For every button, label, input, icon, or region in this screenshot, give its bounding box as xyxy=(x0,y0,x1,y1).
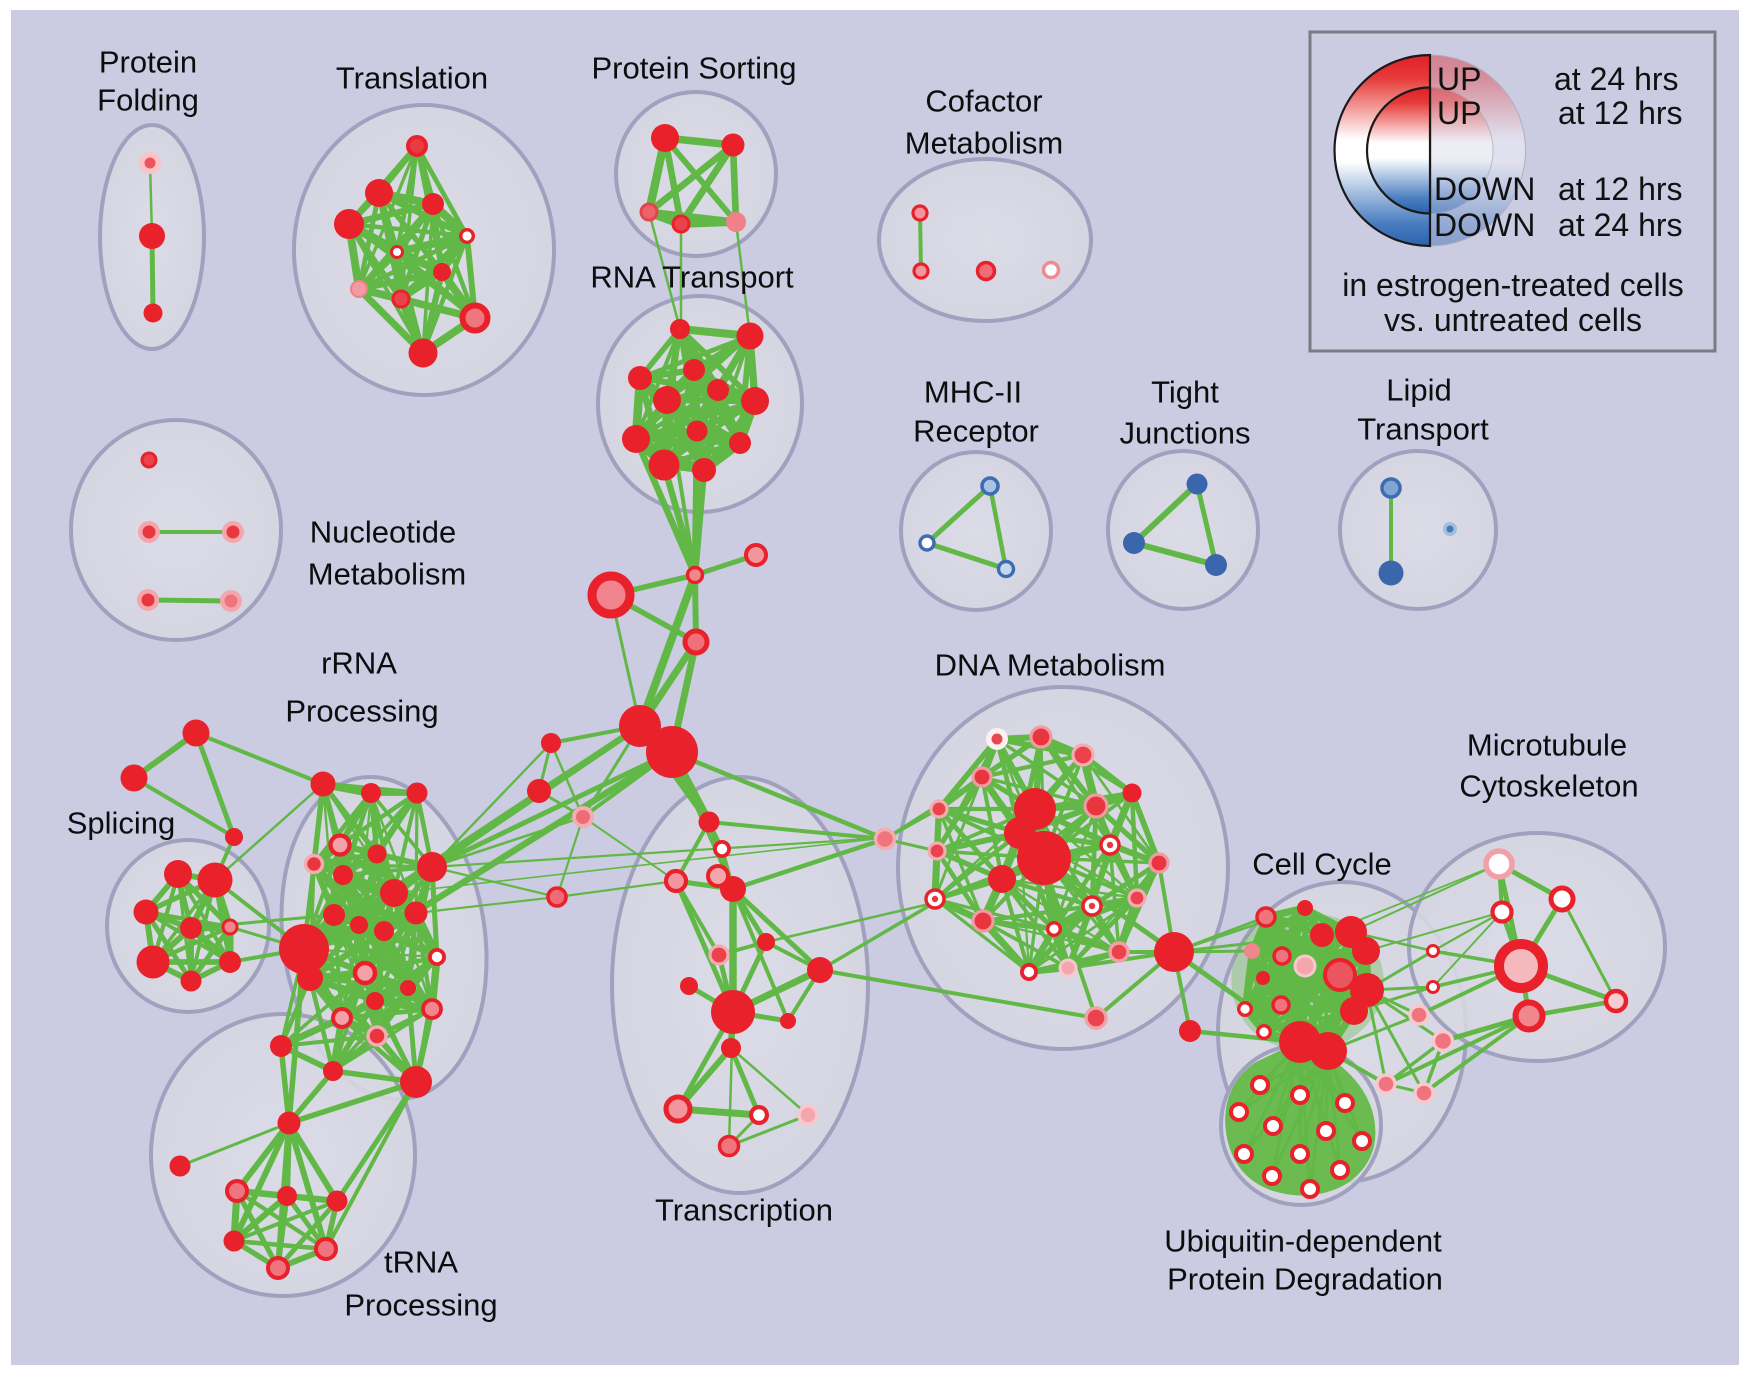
svg-text:at 12 hrs: at 12 hrs xyxy=(1558,95,1683,131)
svg-text:Receptor: Receptor xyxy=(913,414,1039,449)
svg-text:Translation: Translation xyxy=(336,61,488,96)
svg-text:Metabolism: Metabolism xyxy=(905,126,1064,161)
svg-text:DOWN: DOWN xyxy=(1434,171,1535,207)
svg-text:in estrogen-treated cells: in estrogen-treated cells xyxy=(1342,267,1684,303)
svg-text:at 24 hrs: at 24 hrs xyxy=(1558,207,1683,243)
svg-text:Processing: Processing xyxy=(344,1288,497,1323)
svg-text:Protein: Protein xyxy=(99,45,197,80)
svg-text:Cytoskeleton: Cytoskeleton xyxy=(1459,769,1638,804)
svg-text:UP: UP xyxy=(1437,61,1481,97)
svg-text:Ubiquitin-dependent: Ubiquitin-dependent xyxy=(1164,1224,1442,1259)
svg-text:Transport: Transport xyxy=(1357,412,1489,447)
svg-text:Protein Sorting: Protein Sorting xyxy=(591,51,796,86)
svg-text:Protein Degradation: Protein Degradation xyxy=(1167,1262,1443,1297)
svg-text:Tight: Tight xyxy=(1151,375,1219,410)
svg-text:Microtubule: Microtubule xyxy=(1467,728,1627,763)
svg-text:Splicing: Splicing xyxy=(67,806,176,841)
svg-text:Metabolism: Metabolism xyxy=(308,557,467,592)
svg-text:MHC-II: MHC-II xyxy=(924,375,1022,410)
svg-text:vs. untreated cells: vs. untreated cells xyxy=(1384,302,1642,338)
svg-text:at 12 hrs: at 12 hrs xyxy=(1558,171,1683,207)
svg-text:Junctions: Junctions xyxy=(1120,416,1251,451)
svg-text:DOWN: DOWN xyxy=(1434,207,1535,243)
svg-text:Cofactor: Cofactor xyxy=(925,84,1042,119)
svg-text:Folding: Folding xyxy=(97,83,199,118)
svg-text:DNA Metabolism: DNA Metabolism xyxy=(935,648,1166,683)
svg-text:Nucleotide: Nucleotide xyxy=(310,515,456,550)
svg-text:RNA Transport: RNA Transport xyxy=(590,260,794,295)
svg-text:at 24 hrs: at 24 hrs xyxy=(1554,61,1679,97)
svg-text:Cell Cycle: Cell Cycle xyxy=(1252,847,1392,882)
svg-text:Lipid: Lipid xyxy=(1386,373,1452,408)
svg-text:rRNA: rRNA xyxy=(321,646,397,681)
svg-text:tRNA: tRNA xyxy=(384,1245,458,1280)
svg-text:Transcription: Transcription xyxy=(655,1193,833,1228)
svg-text:UP: UP xyxy=(1437,95,1481,131)
svg-text:Processing: Processing xyxy=(285,694,438,729)
